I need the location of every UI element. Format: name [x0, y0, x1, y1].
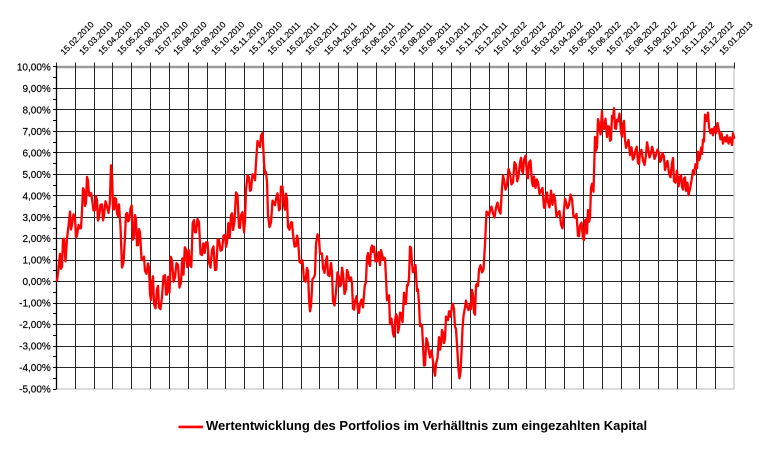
svg-text:9,00%: 9,00%	[22, 84, 50, 95]
svg-text:10,00%: 10,00%	[17, 63, 51, 74]
svg-text:6,00%: 6,00%	[22, 148, 50, 159]
svg-text:-4,00%: -4,00%	[19, 363, 51, 374]
svg-text:-1,00%: -1,00%	[19, 299, 51, 310]
svg-text:5,00%: 5,00%	[22, 170, 50, 181]
svg-text:7,00%: 7,00%	[22, 127, 50, 138]
svg-text:1,00%: 1,00%	[22, 256, 50, 267]
svg-text:2,00%: 2,00%	[22, 234, 50, 245]
svg-text:4,00%: 4,00%	[22, 191, 50, 202]
svg-text:3,00%: 3,00%	[22, 213, 50, 224]
svg-text:Wertentwicklung des Portfolios: Wertentwicklung des Portfolios im Verhäl…	[206, 418, 647, 433]
svg-text:-2,00%: -2,00%	[19, 320, 51, 331]
svg-text:8,00%: 8,00%	[22, 105, 50, 116]
svg-text:0,00%: 0,00%	[22, 277, 50, 288]
svg-text:-3,00%: -3,00%	[19, 342, 51, 353]
svg-text:-5,00%: -5,00%	[19, 385, 51, 396]
